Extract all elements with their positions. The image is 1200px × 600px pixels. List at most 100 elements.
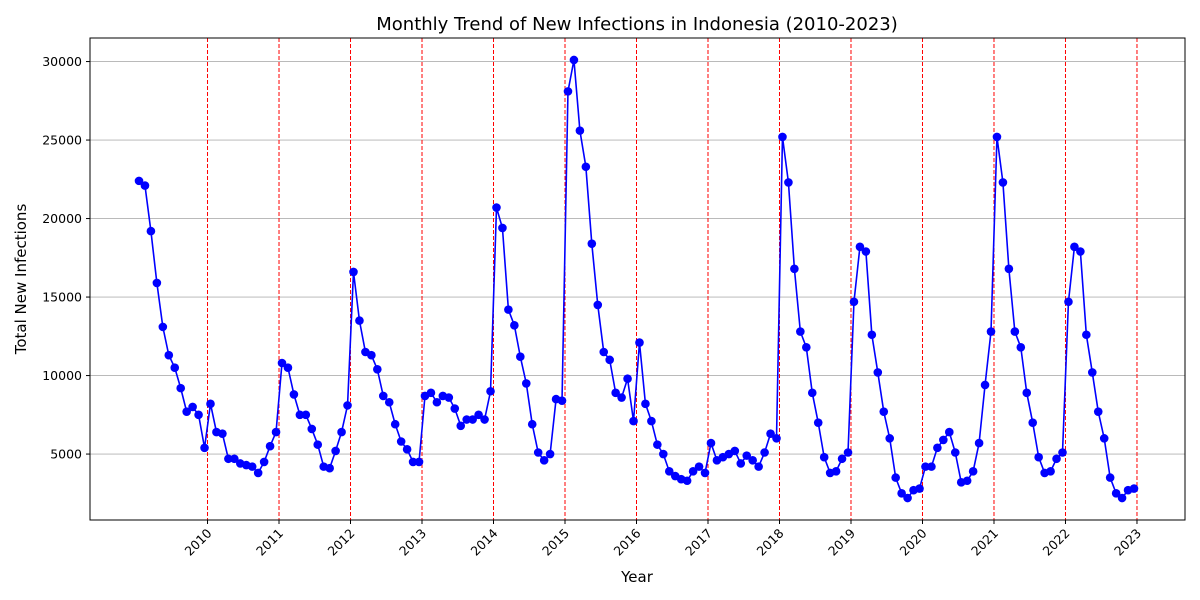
data-point: [224, 454, 233, 464]
data-point: [706, 438, 716, 448]
data-point: [879, 407, 889, 416]
data-point: [933, 443, 942, 453]
data-point: [527, 419, 537, 429]
data-point: [569, 55, 579, 65]
data-point: [247, 462, 257, 471]
data-point: [1064, 297, 1073, 307]
data-point: [313, 440, 323, 449]
data-point: [1129, 484, 1139, 493]
data-point: [694, 462, 704, 471]
y-tick-label: 25000: [42, 133, 82, 148]
y-tick-label: 5000: [50, 447, 82, 462]
y-tick-label: 20000: [42, 211, 82, 226]
data-point: [545, 449, 555, 459]
data-point: [688, 467, 698, 476]
data-point: [289, 390, 299, 399]
data-point: [1022, 388, 1032, 398]
data-point: [921, 462, 930, 471]
y-axis-ticks: 5000 10000 15000 20000 25000 30000: [42, 54, 90, 462]
data-point: [200, 443, 209, 453]
y-tick-label: 15000: [42, 290, 82, 305]
data-point: [754, 462, 763, 471]
data-point: [1076, 247, 1085, 256]
data-point: [867, 330, 877, 340]
data-point: [402, 445, 412, 454]
data-point: [468, 415, 477, 424]
data-point: [444, 393, 454, 402]
data-point: [772, 434, 781, 443]
data-point: [682, 476, 692, 486]
data-point: [950, 448, 960, 457]
data-point: [486, 386, 495, 396]
plot-frame: [89, 37, 1186, 521]
data-point: [1117, 493, 1127, 503]
data-point: [1034, 452, 1043, 462]
data-point: [778, 132, 787, 142]
data-point: [766, 429, 775, 438]
data-point: [581, 162, 591, 172]
data-point: [498, 223, 507, 233]
data-point: [730, 446, 740, 456]
data-point: [277, 358, 287, 368]
data-point: [253, 468, 263, 478]
data-point: [462, 415, 471, 424]
data-point: [283, 363, 293, 373]
data-point: [1058, 448, 1067, 457]
data-point: [1052, 454, 1061, 464]
data-point: [259, 457, 269, 467]
data-point: [182, 407, 191, 416]
data-point: [194, 410, 203, 420]
data-point: [742, 451, 752, 460]
data-point: [700, 468, 710, 478]
y-tick-label: 30000: [42, 54, 82, 69]
data-point: [831, 467, 841, 476]
data-point: [1105, 473, 1115, 482]
data-point: [331, 446, 340, 456]
data-point: [587, 239, 597, 248]
data-point: [1010, 327, 1020, 336]
data-point: [408, 457, 418, 467]
data-point: [414, 457, 424, 467]
data-point: [337, 427, 346, 437]
data-point: [230, 454, 239, 464]
data-point: [390, 419, 400, 429]
data-point: [784, 178, 793, 187]
data-point: [653, 440, 662, 449]
data-point: [140, 181, 150, 190]
data-point: [480, 415, 489, 424]
data-point: [373, 364, 382, 374]
data-point: [521, 379, 531, 388]
data-point: [968, 467, 978, 476]
data-point: [897, 489, 906, 498]
data-point: [1111, 489, 1121, 498]
data-point: [641, 399, 650, 409]
data-point: [563, 87, 573, 96]
series-layer: [134, 55, 1139, 503]
data-point: [533, 448, 543, 457]
data-point: [1087, 368, 1097, 377]
data-point: [599, 347, 609, 357]
data-point: [837, 454, 847, 464]
data-point: [813, 418, 823, 427]
data-point: [855, 242, 865, 252]
data-point: [843, 448, 853, 457]
data-point: [760, 448, 769, 457]
data-point: [510, 321, 519, 330]
data-point: [301, 410, 311, 420]
data-point: [432, 397, 442, 407]
data-point: [557, 396, 567, 405]
x-axis-label: Year: [620, 568, 654, 586]
y-tick-label: 10000: [42, 368, 82, 383]
data-point: [474, 410, 483, 420]
data-point: [1004, 264, 1014, 274]
data-point: [218, 429, 227, 438]
data-point: [593, 300, 603, 310]
chart-title: Monthly Trend of New Infections in Indon…: [376, 14, 898, 35]
data-point: [396, 437, 406, 446]
data-point: [861, 247, 871, 256]
gridlines: [90, 61, 1185, 455]
data-point: [629, 416, 638, 426]
